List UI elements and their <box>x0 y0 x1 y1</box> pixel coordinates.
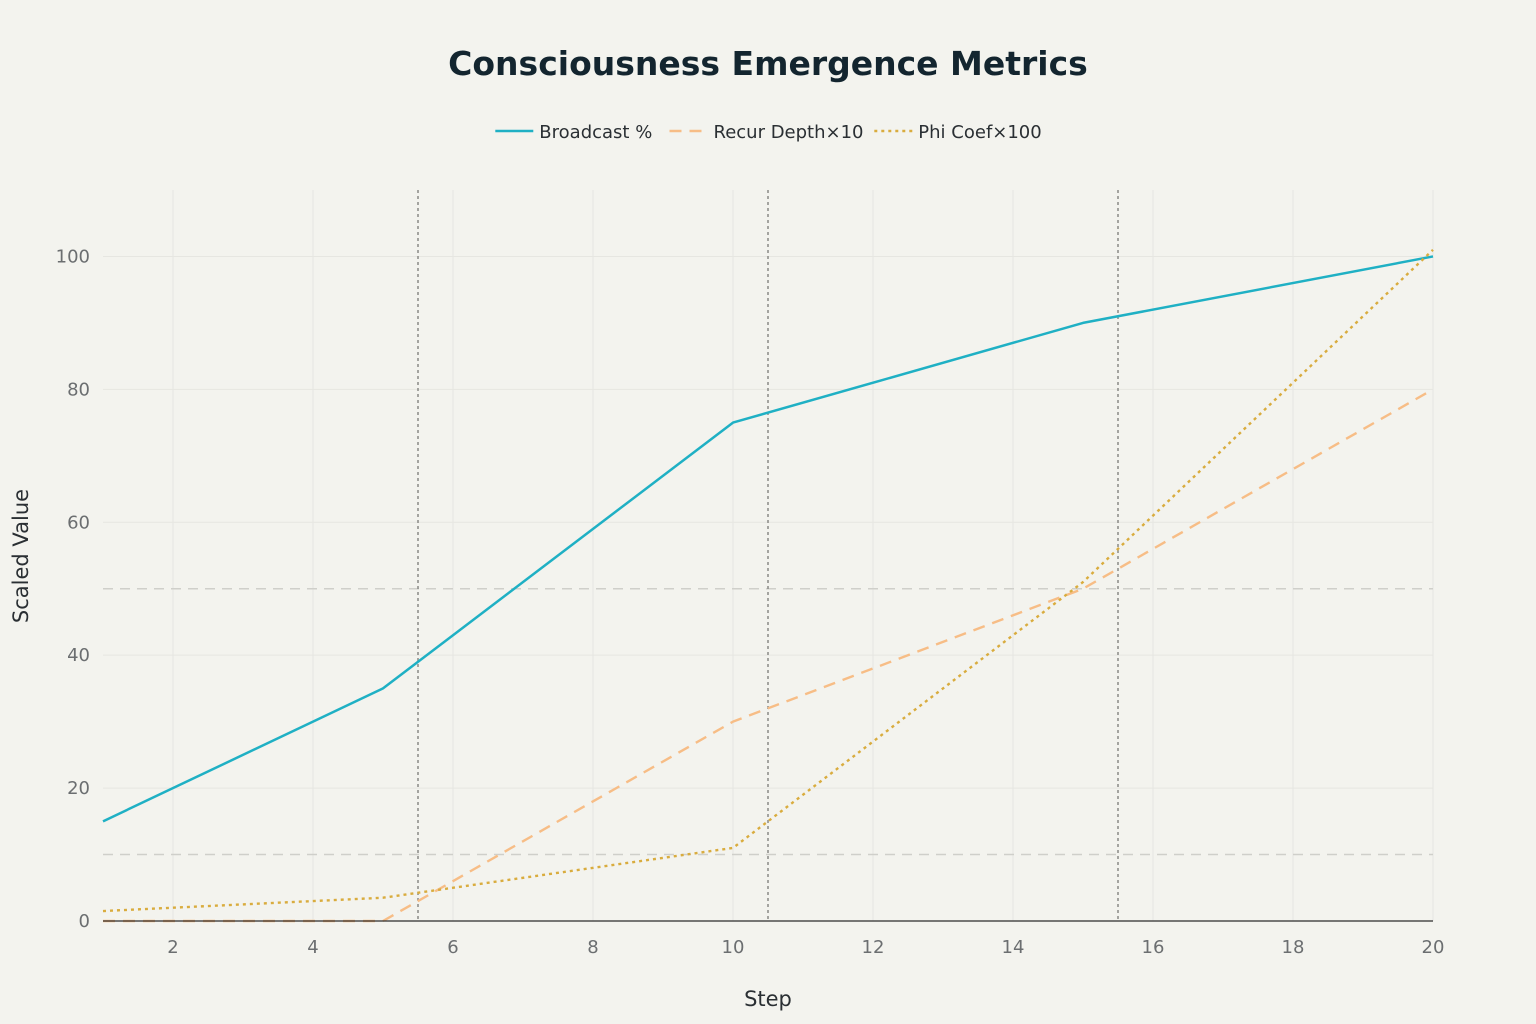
y-tick-label: 100 <box>56 246 90 267</box>
chart-title: Consciousness Emergence Metrics <box>448 44 1088 83</box>
x-tick-label: 8 <box>587 937 598 958</box>
y-tick-label: 80 <box>67 379 90 400</box>
legend-label: Broadcast % <box>539 122 652 143</box>
x-tick-label: 2 <box>167 937 178 958</box>
x-tick-label: 20 <box>1422 937 1445 958</box>
x-tick-label: 18 <box>1282 937 1305 958</box>
x-tick-label: 16 <box>1142 937 1165 958</box>
series-line-1 <box>102 255 1434 823</box>
x-tick-label: 6 <box>447 937 458 958</box>
legend-item-3: Phi Coef×100 <box>874 122 1042 143</box>
y-tick-label: 60 <box>67 512 90 533</box>
y-tick-label: 40 <box>67 645 90 666</box>
series-line-3 <box>102 248 1434 913</box>
x-tick-label: 12 <box>862 937 885 958</box>
y-tick-label: 20 <box>67 778 90 799</box>
y-tick-label: 0 <box>79 911 90 932</box>
x-tick-label: 10 <box>722 937 745 958</box>
legend-label: Phi Coef×100 <box>918 122 1041 143</box>
y-axis-title: Scaled Value <box>9 489 33 623</box>
legend: Broadcast % Recur Depth×10 Phi Coef×100 <box>495 122 1042 143</box>
grid <box>103 190 1434 921</box>
legend-label: Recur Depth×10 <box>714 122 864 143</box>
x-tick-label: 4 <box>307 937 318 958</box>
tick-labels: 2 4 6 8 10 12 14 16 18 20 0 20 40 60 80 100 <box>56 246 1445 958</box>
legend-item-1: Broadcast % <box>495 122 652 143</box>
x-tick-label: 14 <box>1002 937 1025 958</box>
reference-lines <box>103 190 1433 921</box>
legend-item-2: Recur Depth×10 <box>669 122 864 143</box>
x-axis-title: Step <box>744 987 792 1011</box>
